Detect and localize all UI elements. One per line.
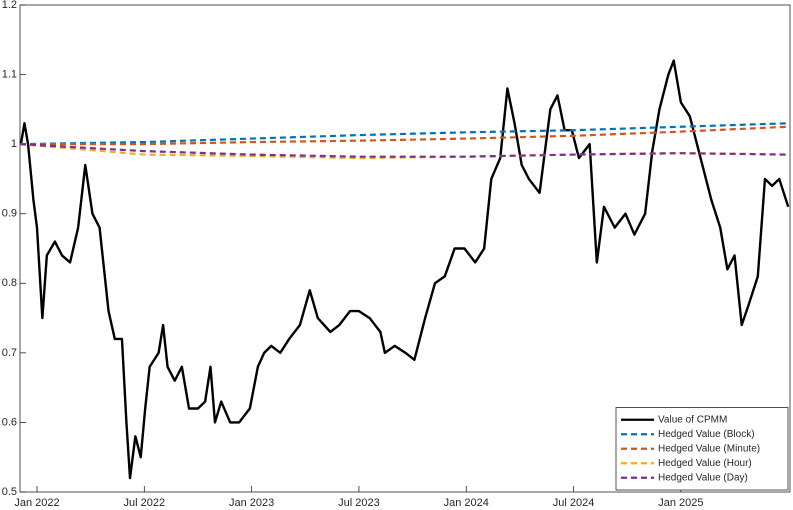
y-tick-label: 0.8 xyxy=(2,277,17,289)
y-tick-label: 1.2 xyxy=(2,0,17,11)
series-line xyxy=(19,59,790,480)
x-tick-label: Jan 2024 xyxy=(444,497,489,509)
y-tick-label: 0.5 xyxy=(2,486,17,498)
legend-label: Hedged Value (Day) xyxy=(658,472,748,483)
legend-label: Hedged Value (Block) xyxy=(658,429,755,440)
y-tick-label: 0.6 xyxy=(2,416,17,428)
y-tick-label: 1 xyxy=(11,138,17,150)
x-tick-label: Jul 2023 xyxy=(338,497,380,509)
legend-label: Value of CPMM xyxy=(658,414,727,425)
series-line xyxy=(19,122,789,146)
x-tick-label: Jan 2022 xyxy=(14,497,59,509)
x-tick-label: Jan 2023 xyxy=(229,497,274,509)
y-tick-label: 1.1 xyxy=(2,68,17,80)
x-tick-label: Jul 2024 xyxy=(553,497,595,509)
legend-label: Hedged Value (Minute) xyxy=(658,443,760,454)
series-line xyxy=(19,143,789,158)
legend-label: Hedged Value (Hour) xyxy=(658,458,752,469)
legend: Value of CPMM Hedged Value (Block) Hedged … xyxy=(615,407,789,491)
y-tick-label: 0.7 xyxy=(2,347,17,359)
x-tick-label: Jan 2025 xyxy=(658,497,703,509)
y-tick-label: 0.9 xyxy=(2,208,17,220)
series-line xyxy=(20,125,789,146)
x-tick-label: Jul 2022 xyxy=(124,497,166,509)
